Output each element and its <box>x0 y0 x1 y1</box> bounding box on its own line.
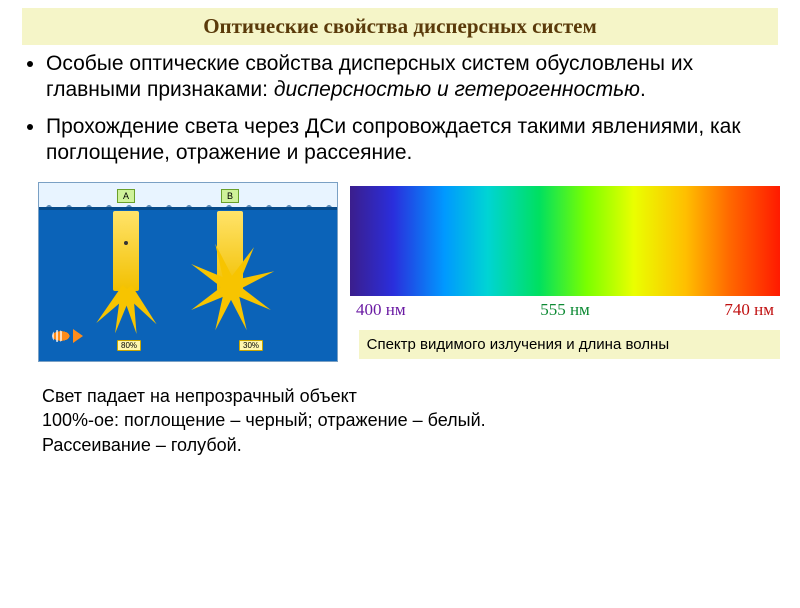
bullet-text-emph: дисперсностью и гетерогенностью <box>274 78 640 101</box>
wavelength-740: 740 нм <box>724 300 774 320</box>
spectrum-wavelength-labels: 400 нм 555 нм 740 нм <box>350 296 780 326</box>
bullet-list: Особые оптические свойства дисперсных си… <box>0 51 800 166</box>
light-beam-a: A <box>113 211 139 291</box>
particle-dot <box>124 241 128 245</box>
footer-line: Рассеивание – голубой. <box>42 433 780 457</box>
bullet-text-prefix: Прохождение света через ДСи сопровождает… <box>46 115 741 164</box>
beam-label-a: A <box>117 189 135 203</box>
percent-label-b: 30% <box>239 340 263 351</box>
percent-label-a: 80% <box>117 340 141 351</box>
footer-line: 100%-ое: поглощение – черный; отражение … <box>42 408 780 432</box>
water-surface-line <box>39 207 337 210</box>
bullet-item: Прохождение света через ДСи сопровождает… <box>46 114 780 167</box>
spectrum-figure: 400 нм 555 нм 740 нм Спектр видимого изл… <box>350 186 780 359</box>
wavelength-400: 400 нм <box>356 300 406 320</box>
light-scattering-diagram: A 80% B 30% <box>38 182 338 362</box>
spectrum-caption: Спектр видимого излучения и длина волны <box>359 330 780 359</box>
figure-row: A 80% B 30% 400 нм 555 нм 740 нм Спектр … <box>0 176 800 362</box>
wavelength-555: 555 нм <box>540 300 590 320</box>
visible-spectrum-gradient <box>350 186 780 296</box>
footer-line: Свет падает на непрозрачный объект <box>42 384 780 408</box>
bullet-text-suffix: . <box>640 78 646 101</box>
beam-label-b: B <box>221 189 239 203</box>
footer-paragraph: Свет падает на непрозрачный объект 100%-… <box>0 362 800 457</box>
bullet-item: Особые оптические свойства дисперсных си… <box>46 51 780 104</box>
fish-icon <box>47 327 79 345</box>
slide-title: Оптические свойства дисперсных систем <box>22 8 778 45</box>
